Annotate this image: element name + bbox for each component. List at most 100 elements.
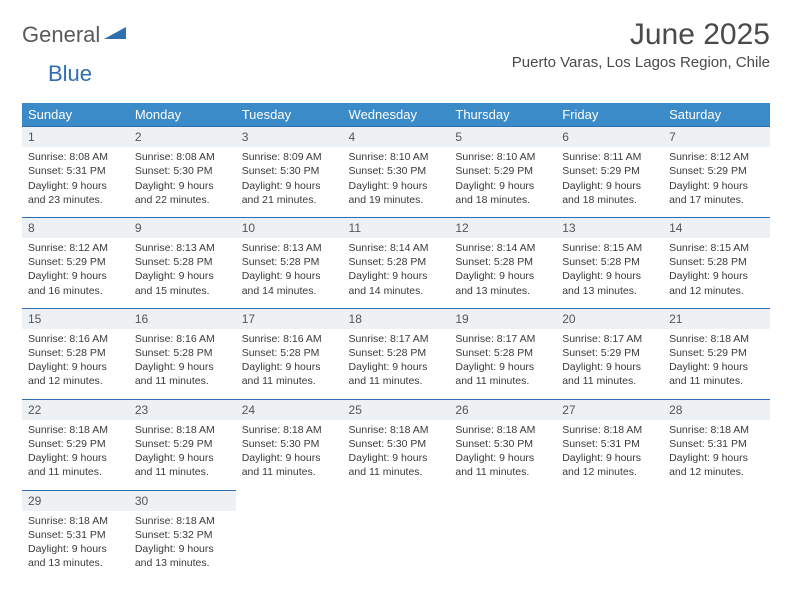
daylight-line: Daylight: 9 hours and 11 minutes. — [562, 360, 657, 388]
sunrise-line: Sunrise: 8:18 AM — [349, 423, 444, 437]
day-number-cell — [236, 490, 343, 511]
sunrise-line: Sunrise: 8:14 AM — [455, 241, 550, 255]
day-info-row: Sunrise: 8:08 AM Sunset: 5:31 PM Daylight:… — [22, 147, 770, 217]
day-number-cell: 7 — [663, 127, 770, 148]
day-info-cell: Sunrise: 8:14 AMSunset: 5:28 PMDaylight:… — [449, 238, 556, 308]
daylight-line: Daylight: 9 hours and 12 minutes. — [669, 451, 764, 479]
day-info-cell — [556, 511, 663, 581]
sunrise-line: Sunrise: 8:16 AM — [28, 332, 123, 346]
sunset-line: Sunset: 5:29 PM — [562, 346, 657, 360]
day-info-cell — [663, 511, 770, 581]
weekday-header: Friday — [556, 103, 663, 127]
daylight-line: Daylight: 9 hours and 17 minutes. — [669, 179, 764, 207]
day-number-cell: 8 — [22, 217, 129, 238]
day-info-cell: Sunrise: 8:08 AMSunset: 5:30 PMDaylight:… — [129, 147, 236, 217]
daylight-line: Daylight: 9 hours and 18 minutes. — [455, 179, 550, 207]
sunrise-line: Sunrise: 8:13 AM — [135, 241, 230, 255]
day-info-cell: Sunrise: 8:13 AMSunset: 5:28 PMDaylight:… — [129, 238, 236, 308]
sunrise-line: Sunrise: 8:11 AM — [562, 150, 657, 164]
sunset-line: Sunset: 5:29 PM — [562, 164, 657, 178]
day-number-cell — [663, 490, 770, 511]
sunset-line: Sunset: 5:28 PM — [349, 255, 444, 269]
daylight-line: Daylight: 9 hours and 11 minutes. — [455, 360, 550, 388]
day-info-cell: Sunrise: 8:18 AMSunset: 5:31 PMDaylight:… — [556, 420, 663, 490]
day-number-cell: 19 — [449, 308, 556, 329]
day-number-cell: 17 — [236, 308, 343, 329]
weekday-header-row: Sunday Monday Tuesday Wednesday Thursday… — [22, 103, 770, 127]
sunrise-line: Sunrise: 8:08 AM — [135, 150, 230, 164]
day-info-cell: Sunrise: 8:08 AMSunset: 5:31 PMDaylight:… — [22, 147, 129, 217]
logo-word1: General — [22, 22, 100, 48]
day-number-cell: 4 — [343, 127, 450, 148]
sunset-line: Sunset: 5:28 PM — [242, 346, 337, 360]
day-info-cell: Sunrise: 8:11 AMSunset: 5:29 PMDaylight:… — [556, 147, 663, 217]
sunset-line: Sunset: 5:30 PM — [349, 437, 444, 451]
day-info-row: Sunrise: 8:18 AM Sunset: 5:29 PM Daylight:… — [22, 420, 770, 490]
daylight-line: Daylight: 9 hours and 19 minutes. — [349, 179, 444, 207]
sunset-line: Sunset: 5:29 PM — [135, 437, 230, 451]
sunset-line: Sunset: 5:31 PM — [28, 528, 123, 542]
sunset-line: Sunset: 5:30 PM — [135, 164, 230, 178]
day-number-row: 22232425262728 — [22, 399, 770, 420]
daylight-line: Daylight: 9 hours and 11 minutes. — [28, 451, 123, 479]
sunset-line: Sunset: 5:28 PM — [28, 346, 123, 360]
day-number-cell: 16 — [129, 308, 236, 329]
daylight-line: Daylight: 9 hours and 11 minutes. — [242, 360, 337, 388]
sunset-line: Sunset: 5:28 PM — [242, 255, 337, 269]
sunrise-line: Sunrise: 8:18 AM — [562, 423, 657, 437]
day-info-cell: Sunrise: 8:17 AMSunset: 5:28 PMDaylight:… — [343, 329, 450, 399]
sunset-line: Sunset: 5:28 PM — [562, 255, 657, 269]
day-info-cell: Sunrise: 8:18 AMSunset: 5:31 PMDaylight:… — [663, 420, 770, 490]
sunset-line: Sunset: 5:30 PM — [455, 437, 550, 451]
day-info-cell — [449, 511, 556, 581]
sunset-line: Sunset: 5:28 PM — [455, 346, 550, 360]
day-info-cell: Sunrise: 8:16 AMSunset: 5:28 PMDaylight:… — [129, 329, 236, 399]
daylight-line: Daylight: 9 hours and 14 minutes. — [349, 269, 444, 297]
day-number-cell: 25 — [343, 399, 450, 420]
daylight-line: Daylight: 9 hours and 12 minutes. — [669, 269, 764, 297]
sunrise-line: Sunrise: 8:10 AM — [455, 150, 550, 164]
sunset-line: Sunset: 5:31 PM — [669, 437, 764, 451]
day-info-cell: Sunrise: 8:18 AMSunset: 5:29 PMDaylight:… — [663, 329, 770, 399]
weekday-header: Monday — [129, 103, 236, 127]
day-number-row: 15161718192021 — [22, 308, 770, 329]
sunset-line: Sunset: 5:29 PM — [455, 164, 550, 178]
logo-word2: Blue — [48, 61, 792, 87]
sunset-line: Sunset: 5:31 PM — [28, 164, 123, 178]
day-number-cell: 15 — [22, 308, 129, 329]
sunset-line: Sunset: 5:30 PM — [349, 164, 444, 178]
daylight-line: Daylight: 9 hours and 12 minutes. — [562, 451, 657, 479]
day-number-row: 1234567 — [22, 127, 770, 148]
day-number-cell: 18 — [343, 308, 450, 329]
sunrise-line: Sunrise: 8:18 AM — [28, 423, 123, 437]
day-number-cell: 28 — [663, 399, 770, 420]
weekday-header: Tuesday — [236, 103, 343, 127]
daylight-line: Daylight: 9 hours and 11 minutes. — [349, 360, 444, 388]
day-number-cell: 20 — [556, 308, 663, 329]
day-info-row: Sunrise: 8:16 AMSunset: 5:28 PMDaylight:… — [22, 329, 770, 399]
sunset-line: Sunset: 5:32 PM — [135, 528, 230, 542]
sunrise-line: Sunrise: 8:18 AM — [455, 423, 550, 437]
day-info-cell: Sunrise: 8:18 AMSunset: 5:31 PMDaylight:… — [22, 511, 129, 581]
day-number-cell: 12 — [449, 217, 556, 238]
sunrise-line: Sunrise: 8:18 AM — [669, 423, 764, 437]
day-info-cell: Sunrise: 8:10 AMSunset: 5:29 PMDaylight:… — [449, 147, 556, 217]
daylight-line: Daylight: 9 hours and 18 minutes. — [562, 179, 657, 207]
day-number-cell: 10 — [236, 217, 343, 238]
day-number-cell: 2 — [129, 127, 236, 148]
day-number-row: 2930 — [22, 490, 770, 511]
day-info-row: Sunrise: 8:18 AMSunset: 5:31 PMDaylight:… — [22, 511, 770, 581]
daylight-line: Daylight: 9 hours and 13 minutes. — [28, 542, 123, 570]
weekday-header: Thursday — [449, 103, 556, 127]
day-info-cell: Sunrise: 8:18 AMSunset: 5:32 PMDaylight:… — [129, 511, 236, 581]
day-info-cell: Sunrise: 8:09 AMSunset: 5:30 PMDaylight:… — [236, 147, 343, 217]
sunset-line: Sunset: 5:30 PM — [242, 164, 337, 178]
weekday-header: Wednesday — [343, 103, 450, 127]
daylight-line: Daylight: 9 hours and 13 minutes. — [455, 269, 550, 297]
day-info-cell: Sunrise: 8:12 AMSunset: 5:29 PMDaylight:… — [663, 147, 770, 217]
daylight-line: Daylight: 9 hours and 11 minutes. — [349, 451, 444, 479]
month-title: June 2025 — [512, 18, 770, 52]
sunset-line: Sunset: 5:29 PM — [669, 164, 764, 178]
sunrise-line: Sunrise: 8:17 AM — [455, 332, 550, 346]
day-number-cell: 22 — [22, 399, 129, 420]
